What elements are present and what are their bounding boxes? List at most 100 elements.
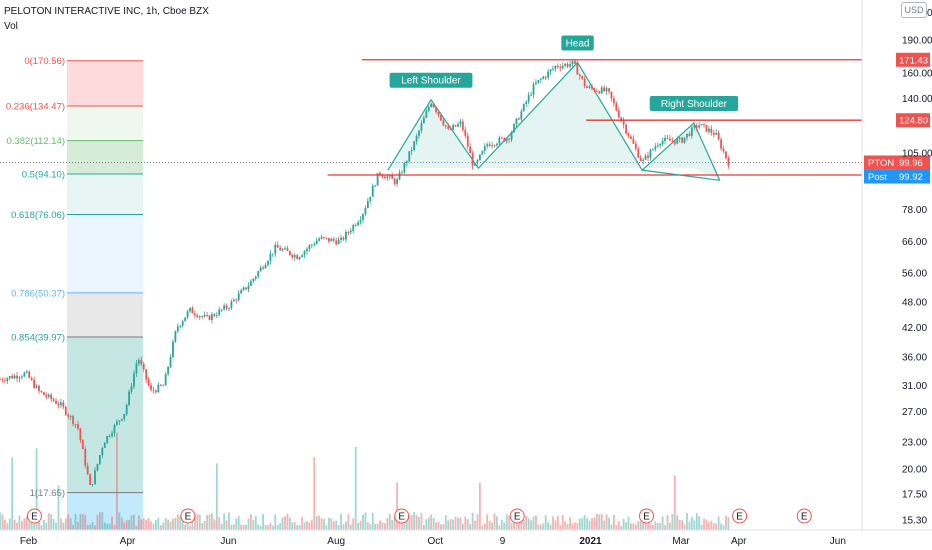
candle-body — [23, 372, 26, 377]
candle — [257, 270, 260, 279]
volume-bar — [539, 524, 542, 530]
pattern-callout-box — [389, 72, 473, 88]
candle — [315, 237, 318, 245]
candle-body — [710, 128, 713, 133]
volume-bar — [483, 523, 486, 530]
currency-button[interactable]: USD — [901, 2, 927, 18]
candle — [118, 420, 121, 426]
candle-body — [647, 155, 649, 158]
volume-bar — [644, 522, 647, 530]
candle-body — [442, 120, 445, 126]
volume-bar — [16, 522, 18, 530]
volume-bar — [415, 514, 418, 530]
candle — [313, 241, 316, 247]
volume-bar — [11, 457, 14, 530]
volume-bar — [547, 522, 550, 530]
volume-bar — [196, 514, 199, 530]
candle — [503, 137, 506, 143]
candle-body — [203, 315, 206, 317]
candle — [703, 123, 705, 128]
volume-bar — [712, 523, 715, 530]
volume-bar — [454, 516, 457, 530]
candle-body — [664, 137, 666, 141]
candle — [349, 227, 352, 235]
volume-bar — [720, 523, 722, 530]
candle — [108, 434, 111, 438]
candle — [225, 303, 228, 311]
volume-bar — [198, 514, 201, 530]
candle — [440, 114, 442, 122]
candle-body — [588, 86, 591, 88]
volume-bar — [459, 517, 462, 530]
volume-bar — [491, 522, 493, 530]
volume-bar — [340, 514, 342, 530]
candle-body — [291, 255, 294, 258]
candle-body — [595, 91, 598, 92]
volume-bar — [600, 514, 603, 530]
candle — [405, 160, 408, 167]
candle — [254, 275, 257, 281]
candle-body — [77, 424, 79, 429]
candle — [727, 155, 730, 169]
candle — [203, 311, 206, 318]
candle — [245, 287, 247, 291]
volume-bar — [391, 519, 394, 530]
candle — [627, 132, 630, 139]
candle — [722, 145, 725, 154]
candle-body — [639, 157, 642, 161]
candle — [25, 369, 28, 374]
volume-bar — [94, 525, 96, 530]
candle-body — [45, 395, 48, 397]
candle — [491, 142, 493, 149]
candle — [427, 105, 430, 113]
volume-bar — [678, 519, 681, 530]
candle — [576, 60, 579, 75]
volume-bar — [669, 522, 671, 530]
volume-bar — [323, 518, 325, 530]
candle — [712, 129, 715, 138]
volume-bar — [371, 512, 374, 530]
candle-body — [72, 416, 74, 424]
candle — [437, 111, 440, 118]
volume-bar — [622, 518, 625, 530]
volume-bar — [257, 524, 260, 530]
candle — [215, 311, 218, 319]
level-badge — [896, 52, 930, 67]
level-badge-label: 124.80 — [899, 116, 928, 127]
candle — [625, 123, 627, 136]
candle — [130, 383, 133, 395]
candle — [471, 150, 474, 170]
candle-body — [220, 309, 223, 311]
candle — [505, 137, 508, 144]
candle-body — [303, 251, 306, 256]
candle-body — [537, 79, 540, 83]
candle-body — [493, 145, 496, 146]
pattern-callout-box — [561, 35, 594, 51]
volume-bar — [30, 517, 33, 530]
candle — [664, 134, 666, 145]
candle — [288, 250, 291, 257]
candle — [38, 384, 40, 394]
candle — [40, 390, 43, 394]
candle-body — [708, 128, 710, 132]
candle-body — [308, 245, 311, 249]
volume-bar — [673, 475, 676, 530]
candle — [211, 312, 213, 324]
volume-bar — [337, 525, 340, 530]
candle-body — [8, 376, 11, 379]
volume-bar — [259, 525, 262, 530]
candle-body — [542, 76, 545, 79]
fib-band — [67, 292, 143, 337]
volume-bar — [522, 519, 525, 530]
candle-body — [359, 219, 362, 223]
volume-bar — [313, 457, 316, 530]
volume-bar — [150, 521, 152, 530]
candle-body — [525, 101, 528, 104]
volume-bar — [147, 517, 150, 530]
volume-bar — [186, 520, 189, 530]
volume-bar — [211, 513, 213, 530]
candle-body — [128, 391, 131, 405]
volume-bar — [708, 522, 710, 530]
candle-body — [120, 418, 123, 421]
